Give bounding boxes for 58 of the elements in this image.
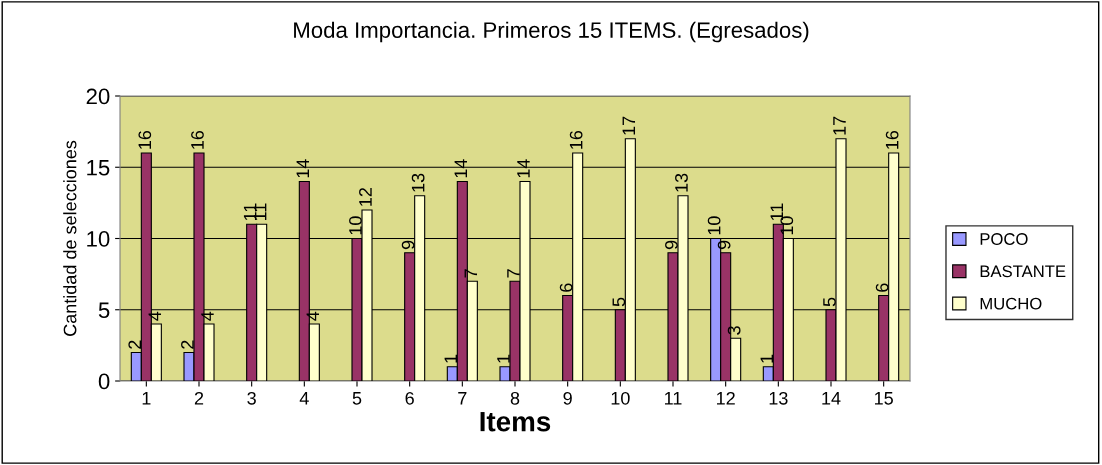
- data-label: 3: [727, 326, 741, 335]
- x-tick-label: 11: [665, 392, 682, 405]
- data-label: 17: [833, 116, 846, 135]
- x-tick-label: 13: [769, 391, 788, 405]
- data-label: 1: [497, 354, 510, 363]
- x-tick-label: 12: [717, 391, 735, 405]
- data-label: 10: [349, 216, 362, 235]
- x-tick-label: 4: [299, 392, 309, 405]
- x-tick-label: 14: [822, 392, 841, 405]
- chart-title: Moda Importancia. Primeros 15 ITEMS. (Egresados): [294, 21, 809, 43]
- y-tick-label: 0: [98, 373, 110, 390]
- x-tick-label: 7: [458, 392, 467, 405]
- data-label: 17: [622, 116, 636, 135]
- x-tick-label: 9: [563, 391, 572, 405]
- x-tick-label: 10: [611, 391, 630, 405]
- y-tick-label: 5: [98, 302, 110, 319]
- data-label: 16: [138, 130, 152, 149]
- data-label: 4: [201, 311, 214, 321]
- data-label: 6: [559, 283, 573, 292]
- data-label: 16: [191, 130, 204, 149]
- data-label: 12: [359, 188, 372, 206]
- y-axis-title: Cantidad de selecciones: [63, 140, 77, 336]
- data-label: 2: [181, 340, 194, 349]
- data-label: 13: [675, 173, 688, 192]
- data-label: 14: [454, 159, 467, 178]
- y-tick-label: 10: [87, 231, 110, 247]
- legend-label: MUCHO: [980, 297, 1042, 310]
- x-tick-label: 5: [352, 392, 362, 405]
- y-tick-label: 15: [87, 160, 110, 176]
- data-label: 6: [875, 283, 889, 292]
- x-tick-label: 2: [194, 391, 204, 405]
- data-label: 7: [464, 269, 478, 278]
- x-tick-label: 8: [510, 391, 520, 405]
- data-label: 14: [296, 159, 309, 178]
- data-label: 10: [707, 216, 721, 235]
- data-label: 7: [507, 269, 520, 278]
- data-label: 5: [612, 297, 626, 307]
- x-tick-label: 6: [405, 391, 414, 405]
- data-label: 13: [411, 173, 425, 192]
- x-axis-title: Items: [480, 412, 551, 432]
- data-label: 1: [444, 354, 457, 363]
- data-label: 9: [717, 240, 731, 250]
- data-label: 9: [665, 240, 678, 250]
- x-tick-label: 1: [142, 392, 151, 405]
- data-label: 14: [517, 159, 530, 178]
- x-tick-label: 15: [875, 392, 893, 405]
- data-label: 16: [885, 130, 899, 149]
- data-label: 9: [401, 240, 415, 250]
- legend-label: BASTANTE: [980, 265, 1066, 278]
- data-label: 2: [128, 340, 141, 349]
- data-label: 1: [760, 354, 773, 363]
- legend-label: POCO: [980, 233, 1028, 245]
- data-label: 4: [306, 311, 320, 321]
- data-label: 5: [823, 297, 836, 307]
- data-label: 4: [148, 311, 162, 321]
- data-label: 16: [569, 130, 583, 149]
- y-tick-label: 20: [86, 88, 110, 105]
- x-tick-label: 3: [247, 391, 256, 405]
